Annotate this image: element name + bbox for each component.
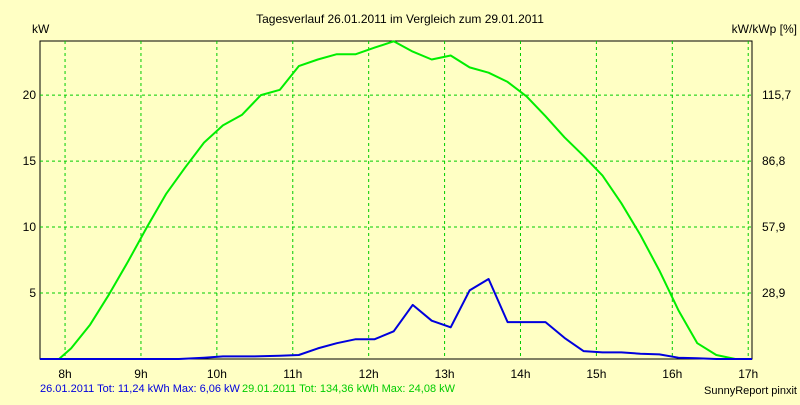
x-tick-label: 9h (134, 367, 147, 381)
x-tick-label: 17h (738, 367, 758, 381)
y-tick-label-left: 15 (23, 154, 37, 168)
y-tick-label-right: 115,7 (762, 88, 791, 102)
series-line-2 (40, 278, 752, 360)
x-tick-label: 13h (435, 367, 455, 381)
credit-text: SunnyReport pinxit (704, 385, 797, 397)
x-tick-label: 8h (58, 367, 71, 381)
tick-labels: 8h 9h 10h 11h 12h 13h 14h 15h 16h 17h 5 28,9 10 57,9 1… (23, 88, 792, 381)
x-tick-label: 15h (586, 367, 606, 381)
y-tick-label-left: 20 (23, 88, 37, 102)
x-tick-label: 14h (510, 367, 530, 381)
grid (40, 41, 752, 359)
y-tick-label-left: 5 (29, 286, 36, 300)
y-tick-label-right: 86,8 (762, 154, 786, 168)
series-layer (40, 40, 752, 360)
y-axis-left-label: kW (32, 22, 50, 36)
series-line-1 (40, 40, 752, 360)
chart-title: Tagesverlauf 26.01.2011 im Vergleich zum… (256, 12, 544, 26)
y-tick-label-right: 57,9 (762, 220, 786, 234)
x-tick-label: 16h (662, 367, 682, 381)
y-tick-label-right: 28,9 (762, 286, 786, 300)
x-tick-label: 12h (359, 367, 379, 381)
x-tick-label: 10h (207, 367, 227, 381)
y-tick-label-left: 10 (23, 220, 37, 234)
y-axis-right-label: kW/kWp [%] (732, 22, 797, 36)
legend-series-1: 26.01.2011 Tot: 11,24 kWh Max: 6,06 kW (40, 383, 241, 395)
x-tick-label: 11h (283, 367, 302, 381)
plot-area (39, 40, 753, 360)
legend-series-2: 29.01.2011 Tot: 134,36 kWh Max: 24,08 kW (242, 383, 456, 395)
